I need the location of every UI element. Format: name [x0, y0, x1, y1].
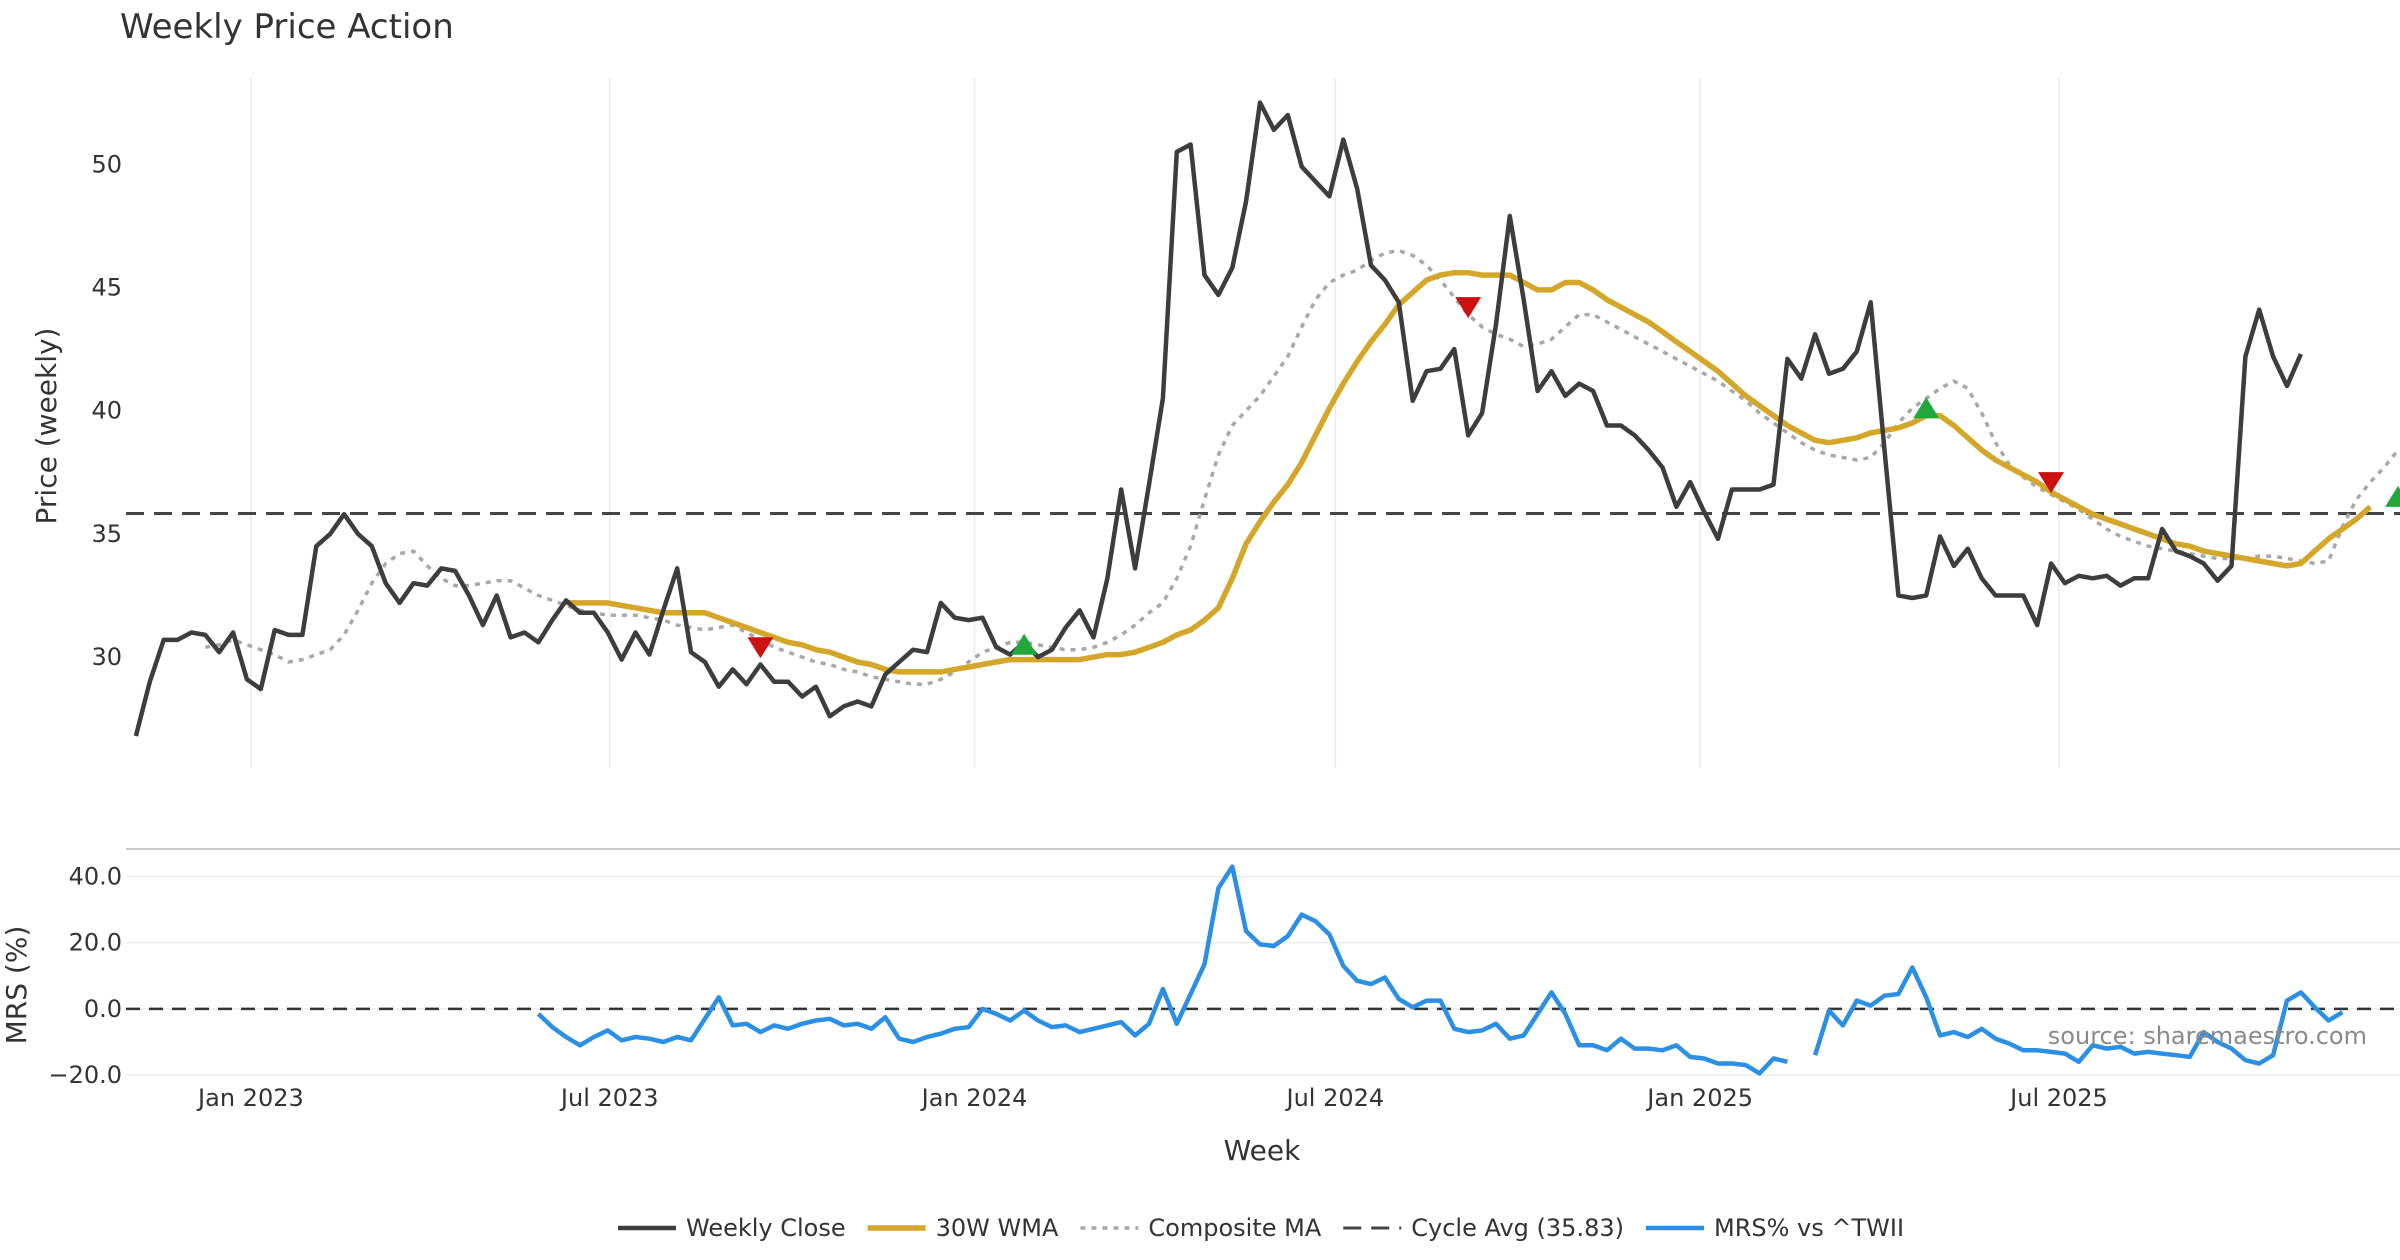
- x-tick-labels: Jan 2023 Jul 2023 Jan 2024 Jul 2024 Jan 2025…: [196, 1084, 2108, 1112]
- legend-label-close: Weekly Close: [686, 1214, 846, 1242]
- legend: Weekly Close 30W WMA Composite MA Cycle Avg…: [618, 1214, 1904, 1242]
- price-y-ticks: 30 35 40 45 50: [91, 150, 122, 671]
- mrs-y-tick-label: 20.0: [69, 929, 122, 957]
- signal-markers: [747, 297, 2400, 659]
- price-y-tick-label: 30: [91, 643, 122, 671]
- mrs-y-tick-label: 0.0: [84, 995, 122, 1023]
- mrs-line-segment: [536, 864, 1788, 1076]
- buy-signal-marker: [1011, 633, 1038, 655]
- x-tick-label: Jan 2023: [196, 1084, 304, 1112]
- mrs-line-segment: [1812, 965, 2344, 1066]
- sell-signal-marker: [747, 637, 774, 659]
- x-tick-label: Jan 2024: [920, 1084, 1028, 1112]
- x-tick-label: Jul 2023: [559, 1084, 659, 1112]
- x-tick-label: Jul 2024: [1285, 1084, 1385, 1112]
- sell-signal-marker: [2038, 472, 2065, 494]
- mrs-y-ticks: −20.0 0.0 20.0 40.0: [48, 863, 122, 1090]
- mrs-line-group: [536, 864, 2344, 1076]
- price-y-tick-label: 50: [91, 150, 122, 178]
- price-y-tick-label: 35: [91, 520, 122, 548]
- price-y-tick-label: 40: [91, 397, 122, 425]
- legend-label-cycle: Cycle Avg (35.83): [1411, 1214, 1624, 1242]
- source-annotation: source: sharemaestro.com: [2048, 1022, 2367, 1050]
- buy-signal-marker: [2385, 485, 2400, 507]
- legend-label-mrs: MRS% vs ^TWII: [1714, 1214, 1904, 1242]
- chart-title: Weekly Price Action: [120, 7, 454, 47]
- wma-30w-line: [566, 269, 2373, 675]
- x-axis-label: Week: [1224, 1134, 1301, 1167]
- x-tick-label: Jan 2025: [1645, 1084, 1753, 1112]
- price-y-tick-label: 45: [91, 273, 122, 301]
- mrs-y-tick-label: 40.0: [69, 863, 122, 891]
- mrs-y-tick-label: −20.0: [48, 1061, 122, 1089]
- x-tick-label: Jul 2025: [2008, 1084, 2108, 1112]
- weekly-close-line: [133, 100, 2303, 737]
- sell-signal-marker: [1455, 297, 1482, 319]
- price-gridlines: [250, 78, 2060, 768]
- mrs-y-axis-label: MRS (%): [0, 926, 33, 1045]
- legend-label-wma: 30W WMA: [936, 1214, 1059, 1242]
- legend-label-composite: Composite MA: [1148, 1214, 1321, 1242]
- buy-signal-marker: [1913, 397, 1940, 419]
- price-y-axis-label: Price (weekly): [30, 328, 63, 525]
